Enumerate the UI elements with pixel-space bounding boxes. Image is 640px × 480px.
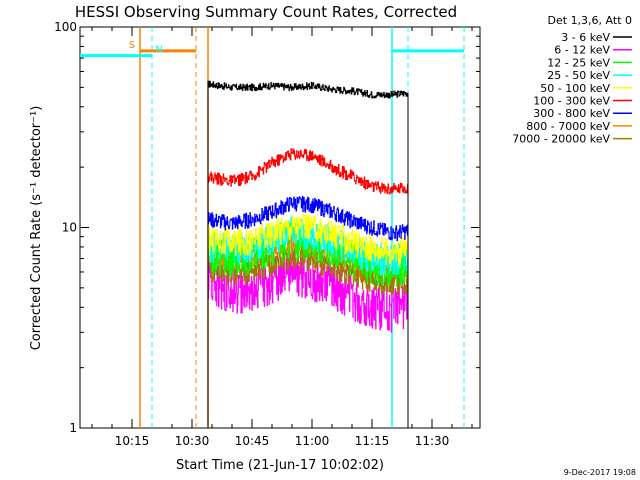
- x-tick-label: 10:30: [175, 434, 210, 448]
- x-tick-label: 11:00: [295, 434, 330, 448]
- series-line-100-300keV: [207, 148, 409, 428]
- legend-label: 50 - 100 keV: [540, 82, 610, 95]
- series-line-300-800keV: [207, 195, 409, 428]
- y-tick-label: 10: [62, 221, 77, 235]
- interval-label: S: [129, 40, 135, 51]
- legend-label: 7000 - 20000 keV: [512, 133, 610, 146]
- plot-area: 1 10 100 10:15 10:30 10:45 11:00 11:15 11:30 S N: [54, 20, 481, 448]
- x-tick-label: 10:45: [235, 434, 270, 448]
- x-tick-label: 11:15: [355, 434, 390, 448]
- legend-label: 800 - 7000 keV: [526, 120, 610, 133]
- legend-label: 25 - 50 keV: [547, 69, 610, 82]
- legend-header: Det 1,3,6, Att 0: [548, 14, 632, 27]
- x-axis-label: Start Time (21-Jun-17 10:02:02): [176, 458, 384, 473]
- legend-label: 12 - 25 keV: [547, 56, 610, 69]
- legend-label: 3 - 6 keV: [561, 31, 610, 44]
- y-axis-label: Corrected Count Rate (s⁻¹ detector⁻¹): [29, 106, 44, 351]
- series-line-3-6keV: [207, 80, 409, 428]
- x-tick-label: 11:30: [415, 434, 450, 448]
- series-line-50-100keV: [207, 213, 409, 428]
- y-tick-label: 1: [69, 421, 77, 435]
- series-line-7000-20000keV: [207, 246, 409, 428]
- legend-label: 300 - 800 keV: [533, 107, 610, 120]
- interval-label: N: [155, 45, 162, 56]
- footer-date: 9-Dec-2017 19:08: [564, 468, 636, 477]
- x-tick-label: 10:15: [115, 434, 150, 448]
- chart-title: HESSI Observing Summary Count Rates, Cor…: [75, 3, 457, 21]
- y-tick-label: 100: [54, 20, 77, 34]
- legend-label: 6 - 12 keV: [554, 44, 610, 57]
- legend-label: 100 - 300 keV: [533, 95, 610, 108]
